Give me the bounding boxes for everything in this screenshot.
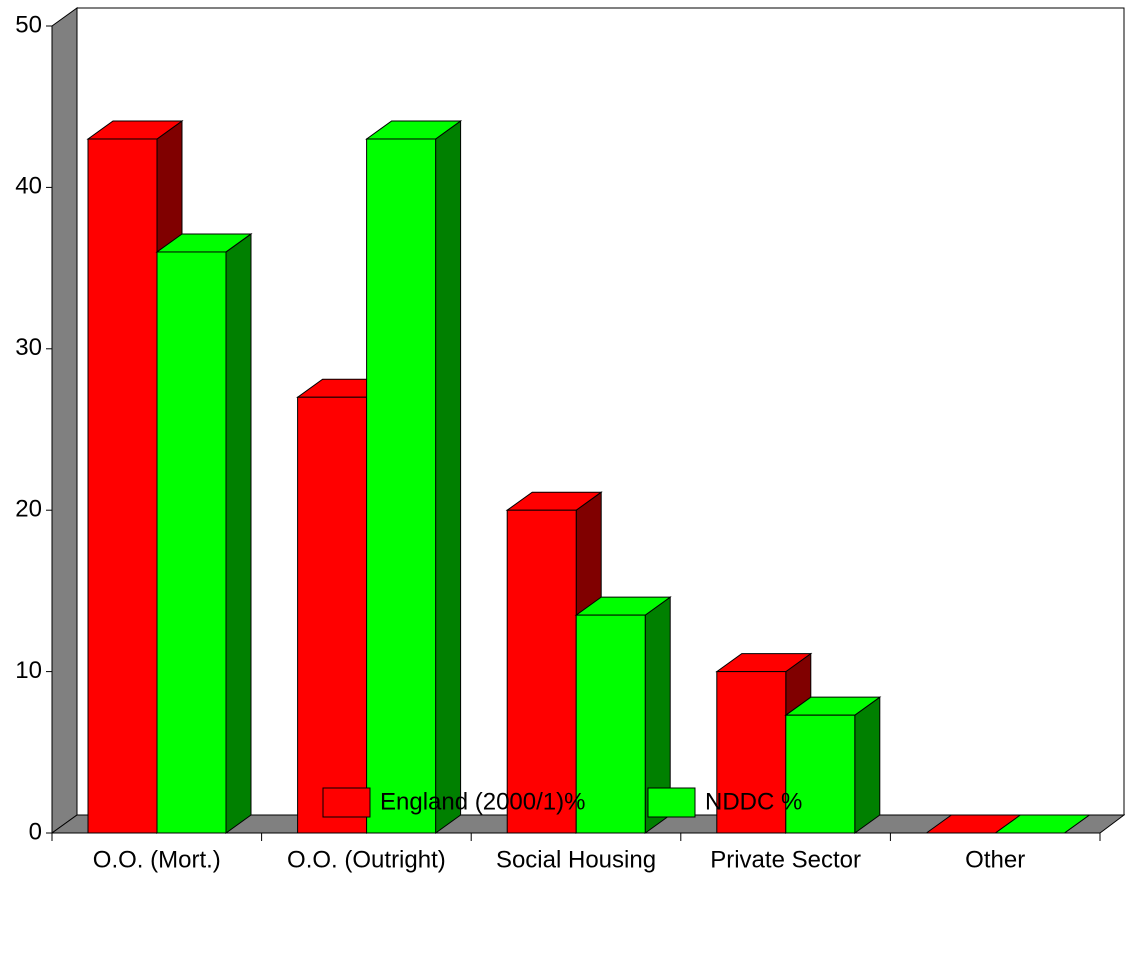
- x-tick-label: O.O. (Mort.): [93, 846, 221, 873]
- x-tick-label: Private Sector: [710, 846, 861, 873]
- x-tick-label: Social Housing: [496, 846, 656, 873]
- bar: [575, 614, 646, 834]
- legend-swatch: [647, 787, 696, 818]
- bar-top: [993, 814, 1091, 834]
- bar: [87, 138, 158, 834]
- y-tick-label: 0: [29, 818, 42, 845]
- bar: [156, 251, 227, 834]
- legend-swatch: [322, 787, 371, 818]
- x-tick-label: Other: [965, 846, 1025, 873]
- legend-label: England (2000/1)%: [380, 788, 585, 815]
- bar: [506, 509, 577, 834]
- y-tick-label: 20: [15, 496, 42, 523]
- bar-side: [854, 696, 881, 834]
- left-wall: [51, 7, 78, 834]
- bar: [297, 396, 368, 834]
- y-tick-label: 40: [15, 173, 42, 200]
- legend-label: NDDC %: [705, 788, 802, 815]
- y-tick-label: 30: [15, 334, 42, 361]
- bar: [785, 714, 856, 834]
- bar-side: [225, 232, 252, 834]
- x-tick-label: O.O. (Outright): [287, 846, 446, 873]
- bar-side: [435, 120, 462, 834]
- bar: [716, 671, 787, 834]
- y-tick-label: 50: [15, 11, 42, 38]
- y-tick-label: 10: [15, 657, 42, 684]
- bar: [366, 138, 437, 834]
